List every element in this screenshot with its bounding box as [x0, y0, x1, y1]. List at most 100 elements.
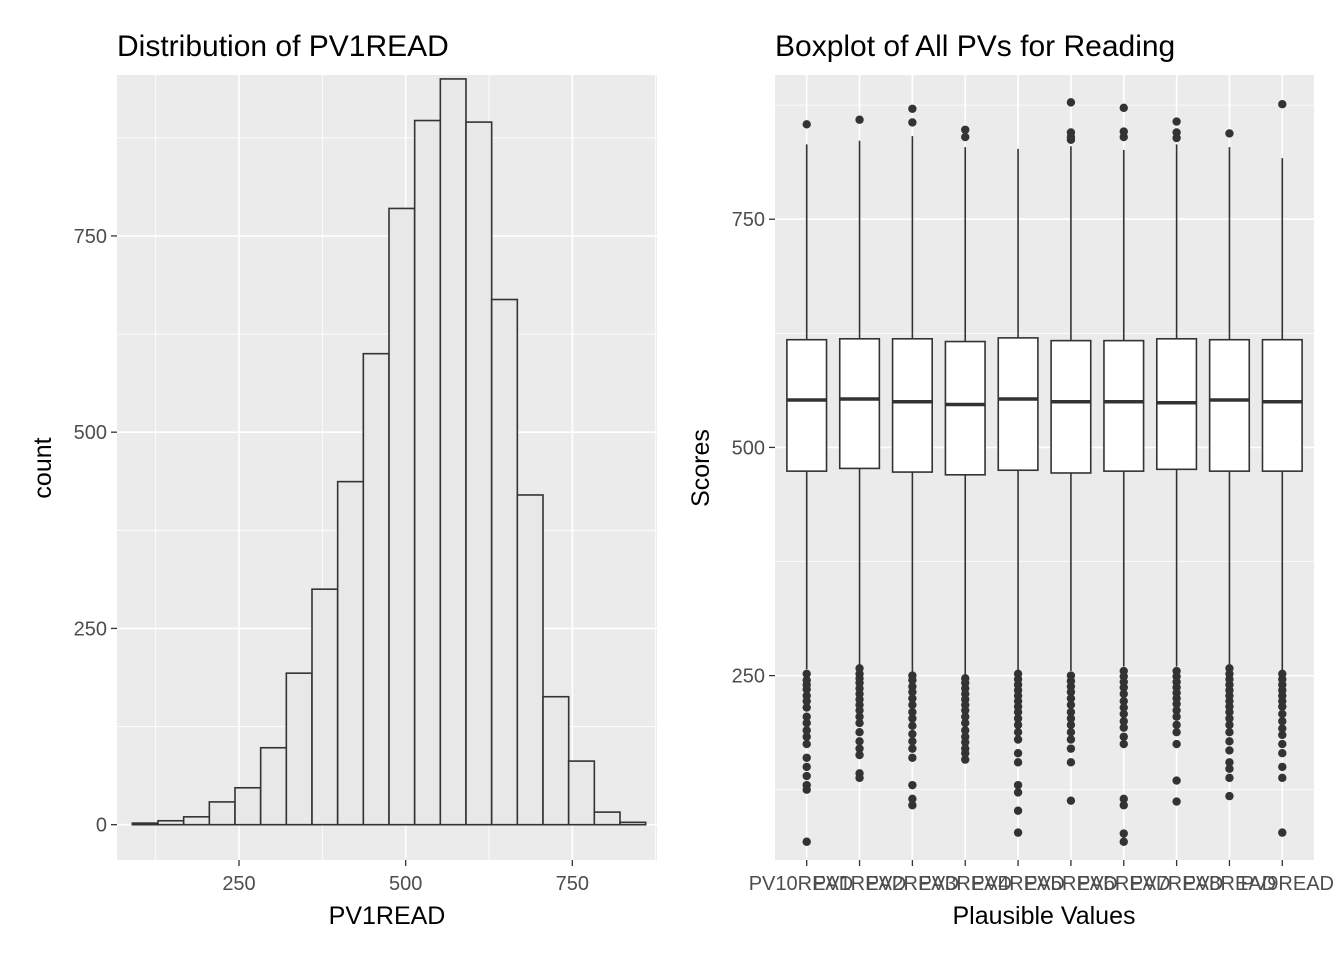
- boxplot-outlier-point: [1013, 806, 1023, 815]
- boxplot-outlier-point: [1066, 714, 1076, 723]
- boxplot-outlier-point: [908, 780, 917, 790]
- boxplot-y-tick-label: 750: [732, 209, 765, 231]
- histogram-y-tick-label: 250: [74, 618, 107, 640]
- boxplot-outlier-point: [802, 726, 811, 735]
- boxplot-outlier-point: [1066, 687, 1076, 697]
- boxplot-outlier-point: [908, 707, 917, 717]
- histogram-bar: [208, 801, 236, 826]
- boxplot-outlier-point: [855, 728, 864, 737]
- boxplot-outlier-point: [961, 706, 970, 715]
- boxplot-outlier-point: [1119, 689, 1128, 699]
- boxplot-marks: [786, 98, 1303, 846]
- boxplot-outlier-point: [1172, 712, 1181, 721]
- boxplot-outlier-point: [1013, 728, 1023, 737]
- boxplot-outlier-point: [1225, 746, 1234, 755]
- boxplot-outlier-point: [1225, 791, 1234, 801]
- boxplot-y-tick-label: 500: [732, 437, 765, 459]
- boxplot-outlier-point: [1225, 764, 1234, 773]
- boxplot-outlier-point: [1225, 728, 1234, 737]
- boxplot-outlier-point: [802, 785, 811, 794]
- boxplot-outlier-point: [1172, 117, 1181, 126]
- boxplot-outlier-point: [802, 771, 811, 781]
- boxplot-outlier-point: [1172, 706, 1181, 715]
- histogram-y-ticks: 0 250 500 750: [74, 226, 117, 837]
- boxplot-outlier-point: [1066, 694, 1076, 703]
- boxplot-outlier-point: [1066, 707, 1076, 717]
- histogram-y-axis-label: count: [29, 437, 57, 498]
- boxplot-box: [891, 337, 934, 473]
- boxplot-x-tick-label: PV1READ: [813, 873, 906, 895]
- boxplot-outlier-point: [1066, 728, 1076, 737]
- boxplot-outlier-point: [1225, 773, 1234, 783]
- boxplot-minor-grid: [775, 104, 1314, 791]
- boxplot-y-axis-label: Scores: [687, 429, 715, 507]
- boxplot-outlier-point: [1119, 703, 1128, 712]
- histogram-y-tick-label: 750: [74, 226, 107, 248]
- boxplot-outlier-point: [908, 721, 917, 731]
- boxplot-outlier-point: [802, 712, 811, 721]
- histogram-x-tick-label: 750: [556, 873, 589, 895]
- boxplot-outlier-point: [961, 726, 970, 735]
- boxplot-outlier-point: [908, 104, 917, 113]
- histogram-bar: [593, 811, 621, 826]
- boxplot-outlier-point: [855, 750, 864, 760]
- boxplot-outlier-point: [961, 718, 970, 728]
- histogram-y-tick-label: 500: [74, 422, 107, 444]
- boxplot-x-tick-label: PV10READ: [749, 873, 854, 895]
- boxplot-outlier-point: [855, 712, 864, 721]
- boxplot-outlier-point: [1225, 714, 1234, 723]
- boxplot-x-tick-label: PV4READ: [971, 873, 1064, 895]
- boxplot-outlier-point: [1119, 794, 1128, 804]
- boxplot-outlier-point: [1278, 717, 1287, 726]
- boxplot-outlier-point: [1013, 707, 1023, 717]
- boxplot-y-tick-label: 250: [732, 666, 765, 688]
- boxplot-x-tick-label: PV9READ: [1241, 873, 1334, 895]
- boxplot-outlier-point: [1225, 758, 1234, 767]
- boxplot-outlier-point: [1119, 709, 1128, 719]
- boxplot-outlier-point: [908, 801, 917, 810]
- boxplot-outlier-point: [1119, 132, 1128, 142]
- boxplot-outlier-point: [908, 744, 917, 753]
- boxplot-outlier-point: [1066, 700, 1076, 710]
- histogram-bar: [285, 672, 313, 826]
- histogram-bar: [336, 480, 365, 826]
- boxplot-outlier-point: [908, 737, 917, 746]
- boxplot-box: [1103, 339, 1145, 472]
- boxplot-outlier-point: [1066, 796, 1076, 805]
- boxplot-outlier-point: [1172, 776, 1181, 785]
- boxplot-outlier-point: [855, 773, 864, 783]
- boxplot-outlier-point: [855, 706, 864, 715]
- boxplot-outlier-point: [961, 712, 970, 721]
- boxplot-outlier-point: [961, 125, 970, 134]
- histogram-bar: [388, 207, 416, 826]
- boxplot-outlier-point: [1066, 98, 1076, 107]
- histogram-x-tick-label: 250: [222, 873, 255, 895]
- boxplot-outlier-point: [908, 118, 917, 127]
- boxplot-title: Boxplot of All PVs for Reading: [775, 30, 1175, 63]
- histogram-bar: [311, 588, 339, 826]
- boxplot-x-ticks: PV10READPV1READPV2READPV3READPV4READPV5R…: [749, 860, 1334, 895]
- boxplot-outlier-point: [802, 762, 811, 772]
- boxplot-outlier-point: [908, 694, 917, 703]
- boxplot-outlier-point: [802, 739, 811, 749]
- histogram-bar: [516, 494, 544, 826]
- boxplot-outlier-point: [802, 837, 811, 846]
- boxplot-outlier-point: [1119, 717, 1128, 726]
- histogram-bar: [439, 78, 467, 826]
- boxplot-outlier-point: [855, 744, 864, 753]
- boxplot-box: [997, 337, 1039, 472]
- boxplot-outlier-point: [961, 749, 970, 758]
- boxplot-outlier-point: [908, 675, 917, 685]
- boxplot-outlier-point: [1066, 744, 1076, 753]
- boxplot-outlier-point: [961, 755, 970, 764]
- boxplot-outlier-point: [961, 738, 970, 747]
- boxplot-outlier-point: [1278, 828, 1287, 837]
- boxplot-outlier-point: [802, 696, 811, 706]
- boxplot-outlier-point: [1278, 749, 1287, 758]
- boxplot-box: [838, 337, 881, 470]
- boxplot-outlier-point: [1013, 788, 1023, 797]
- boxplot-outlier-point: [1278, 762, 1287, 772]
- boxplot-outlier-point: [802, 685, 811, 694]
